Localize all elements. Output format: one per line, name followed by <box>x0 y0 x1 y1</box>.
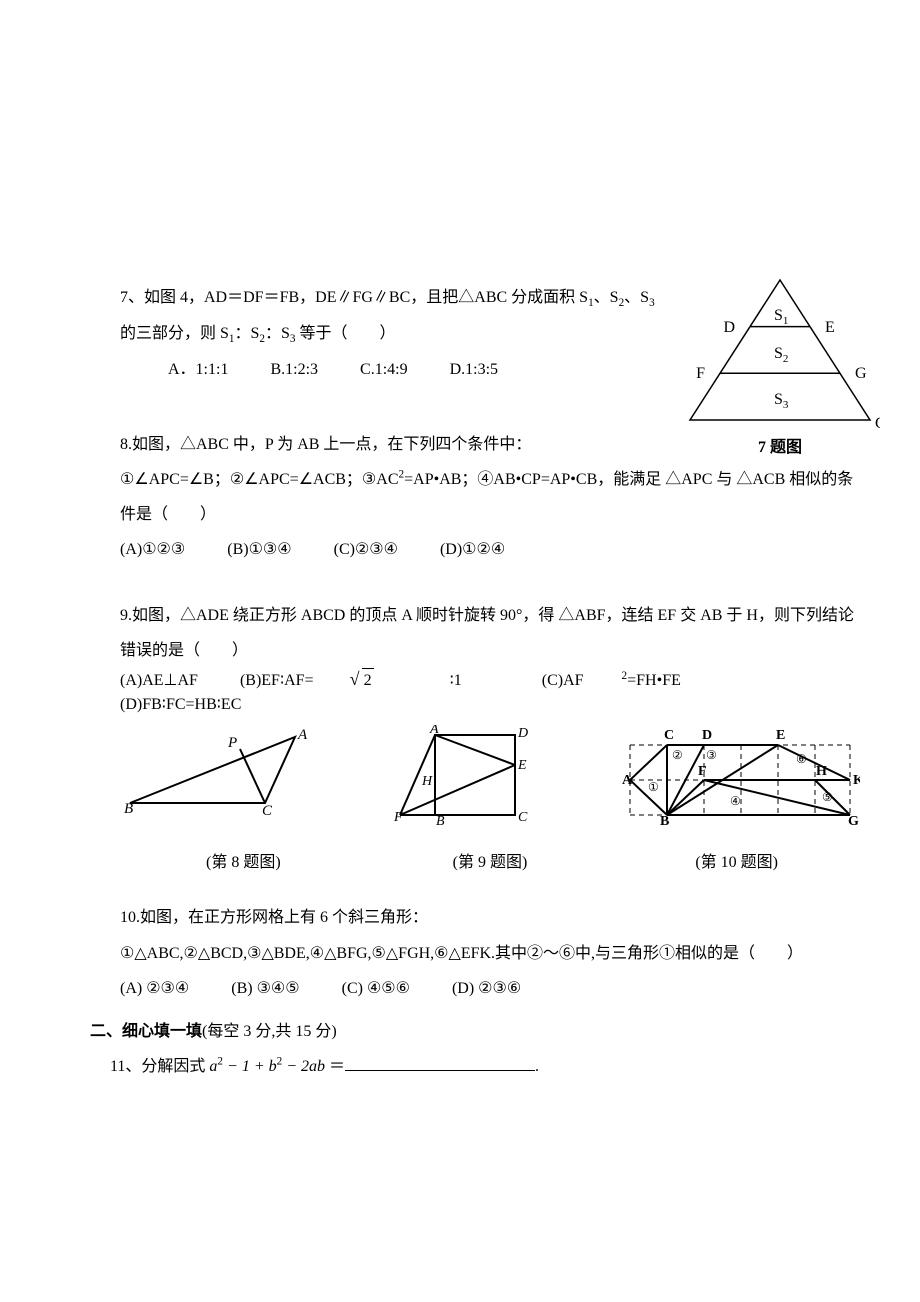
q10-stem-a: 10.如图，在正方形网格上有 6 个斜三角形： <box>120 900 860 935</box>
svg-text:D: D <box>702 728 712 743</box>
question-7: 7、如图 4，AD＝DF＝FB，DE∥FG∥BC，且把△ABC 分成面积 S1、… <box>120 280 860 387</box>
figure-10: A B C D E F G H K ① ② ③ ④ ⑤ ⑥ <box>620 725 860 825</box>
svg-text:B: B <box>124 801 133 815</box>
q7-options: A．1:1:1 B.1:2:3 C.1:4:9 D.1:3:5 <box>120 352 660 387</box>
figcap-9: (第 9 题图) <box>367 845 614 880</box>
svg-text:F: F <box>393 810 403 825</box>
svg-text:K: K <box>853 773 860 788</box>
svg-text:G: G <box>855 365 867 382</box>
q9-opt-b: (B)EF∶AF=√2∶1 <box>240 668 500 693</box>
svg-text:⑥: ⑥ <box>796 752 807 766</box>
figcap-10: (第 10 题图) <box>613 845 860 880</box>
q9-options: (A)AE⊥AF (B)EF∶AF=√2∶1 (C)AF2=FH•FE (D)F… <box>120 668 860 717</box>
svg-text:H: H <box>421 774 433 789</box>
svg-text:C: C <box>262 803 273 815</box>
figure-9: A D E C B F H <box>390 725 540 825</box>
q10-opt-d: (D) ②③⑥ <box>452 971 521 1006</box>
svg-text:D: D <box>517 726 528 741</box>
q7-stem-a: 7、如图 4，AD＝DF＝FB，DE∥FG∥BC，且把△ABC 分成面积 S <box>120 289 588 306</box>
q9-stem: 9.如图，△ADE 绕正方形 ABCD 的顶点 A 顺时针旋转 90°，得 △A… <box>120 598 860 668</box>
q7-opt-a: A．1:1:1 <box>168 352 228 387</box>
q10-opt-a: (A) ②③④ <box>120 971 189 1006</box>
svg-text:E: E <box>825 319 835 336</box>
q8-opt-d: (D)①②④ <box>440 532 505 567</box>
svg-text:S3: S3 <box>774 391 789 411</box>
svg-text:②: ② <box>672 748 683 762</box>
svg-text:B: B <box>660 814 669 825</box>
svg-text:E: E <box>517 758 527 773</box>
q7-stem: 7、如图 4，AD＝DF＝FB，DE∥FG∥BC，且把△ABC 分成面积 S1、… <box>120 280 660 387</box>
svg-text:D: D <box>723 319 735 336</box>
q10-stem-b: ①△ABC,②△BCD,③△BDE,④△BFG,⑤△FGH,⑥△EFK.其中②～… <box>120 936 860 971</box>
q7-opt-b: B.1:2:3 <box>270 352 318 387</box>
q7-figure: D E F G C S1 S2 S3 7 题图 <box>680 270 880 460</box>
q8-opt-c: (C)②③④ <box>334 532 398 567</box>
q8-stem-line2: ①∠APC=∠B；②∠APC=∠ACB；③AC2=AP•AB；④AB•CP=AP… <box>120 462 860 532</box>
svg-text:S2: S2 <box>774 345 788 365</box>
svg-text:A: A <box>622 773 633 788</box>
q9-opt-d: (D)FB∶FC=HB∶EC <box>120 693 241 717</box>
q11-blank <box>345 1054 535 1071</box>
svg-text:④: ④ <box>730 794 741 808</box>
question-9: 9.如图，△ADE 绕正方形 ABCD 的顶点 A 顺时针旋转 90°，得 △A… <box>120 598 860 718</box>
figures-row: B C A P A D E C B F H <box>120 725 860 825</box>
question-11: 11、分解因式 a2 − 1 + b2 − 2ab ＝. <box>110 1049 860 1084</box>
figure-8: B C A P <box>120 725 310 815</box>
svg-text:③: ③ <box>706 748 717 762</box>
svg-text:7 题图: 7 题图 <box>758 438 802 456</box>
svg-text:C: C <box>664 728 674 743</box>
svg-text:C: C <box>518 810 528 825</box>
svg-text:F: F <box>696 365 705 382</box>
q9-opt-a: (A)AE⊥AF <box>120 669 198 693</box>
svg-text:P: P <box>227 735 237 751</box>
q11-pre: 11、分解因式 <box>110 1058 205 1075</box>
q7-opt-d: D.1:3:5 <box>450 352 498 387</box>
q9-opt-c: (C)AF2=FH•FE <box>542 668 719 693</box>
q8-opt-a: (A)①②③ <box>120 532 185 567</box>
svg-text:E: E <box>776 728 785 743</box>
q7-opt-c: C.1:4:9 <box>360 352 408 387</box>
figure-captions: (第 8 题图) (第 9 题图) (第 10 题图) <box>120 845 860 880</box>
svg-text:A: A <box>297 727 308 743</box>
svg-text:A: A <box>429 725 439 737</box>
q8-options: (A)①②③ (B)①③④ (C)②③④ (D)①②④ <box>120 532 860 567</box>
question-10: 10.如图，在正方形网格上有 6 个斜三角形： ①△ABC,②△BCD,③△BD… <box>120 900 860 1006</box>
svg-text:F: F <box>698 764 707 779</box>
svg-text:C: C <box>875 415 880 432</box>
q10-opt-c: (C) ④⑤⑥ <box>342 971 410 1006</box>
svg-text:H: H <box>816 764 827 779</box>
q10-opt-b: (B) ③④⑤ <box>231 971 299 1006</box>
section-2-title: 二、细心填一填 <box>90 1023 202 1040</box>
section-2-note: (每空 3 分,共 15 分) <box>202 1023 337 1040</box>
svg-text:G: G <box>848 814 859 825</box>
svg-text:⑤: ⑤ <box>822 790 833 804</box>
svg-text:S1: S1 <box>774 307 788 327</box>
q10-options: (A) ②③④ (B) ③④⑤ (C) ④⑤⑥ (D) ②③⑥ <box>120 971 860 1006</box>
svg-text:B: B <box>436 814 445 825</box>
section-2-heading: 二、细心填一填(每空 3 分,共 15 分) <box>90 1014 860 1049</box>
svg-text:①: ① <box>648 780 659 794</box>
figcap-8: (第 8 题图) <box>120 845 367 880</box>
q8-opt-b: (B)①③④ <box>227 532 291 567</box>
